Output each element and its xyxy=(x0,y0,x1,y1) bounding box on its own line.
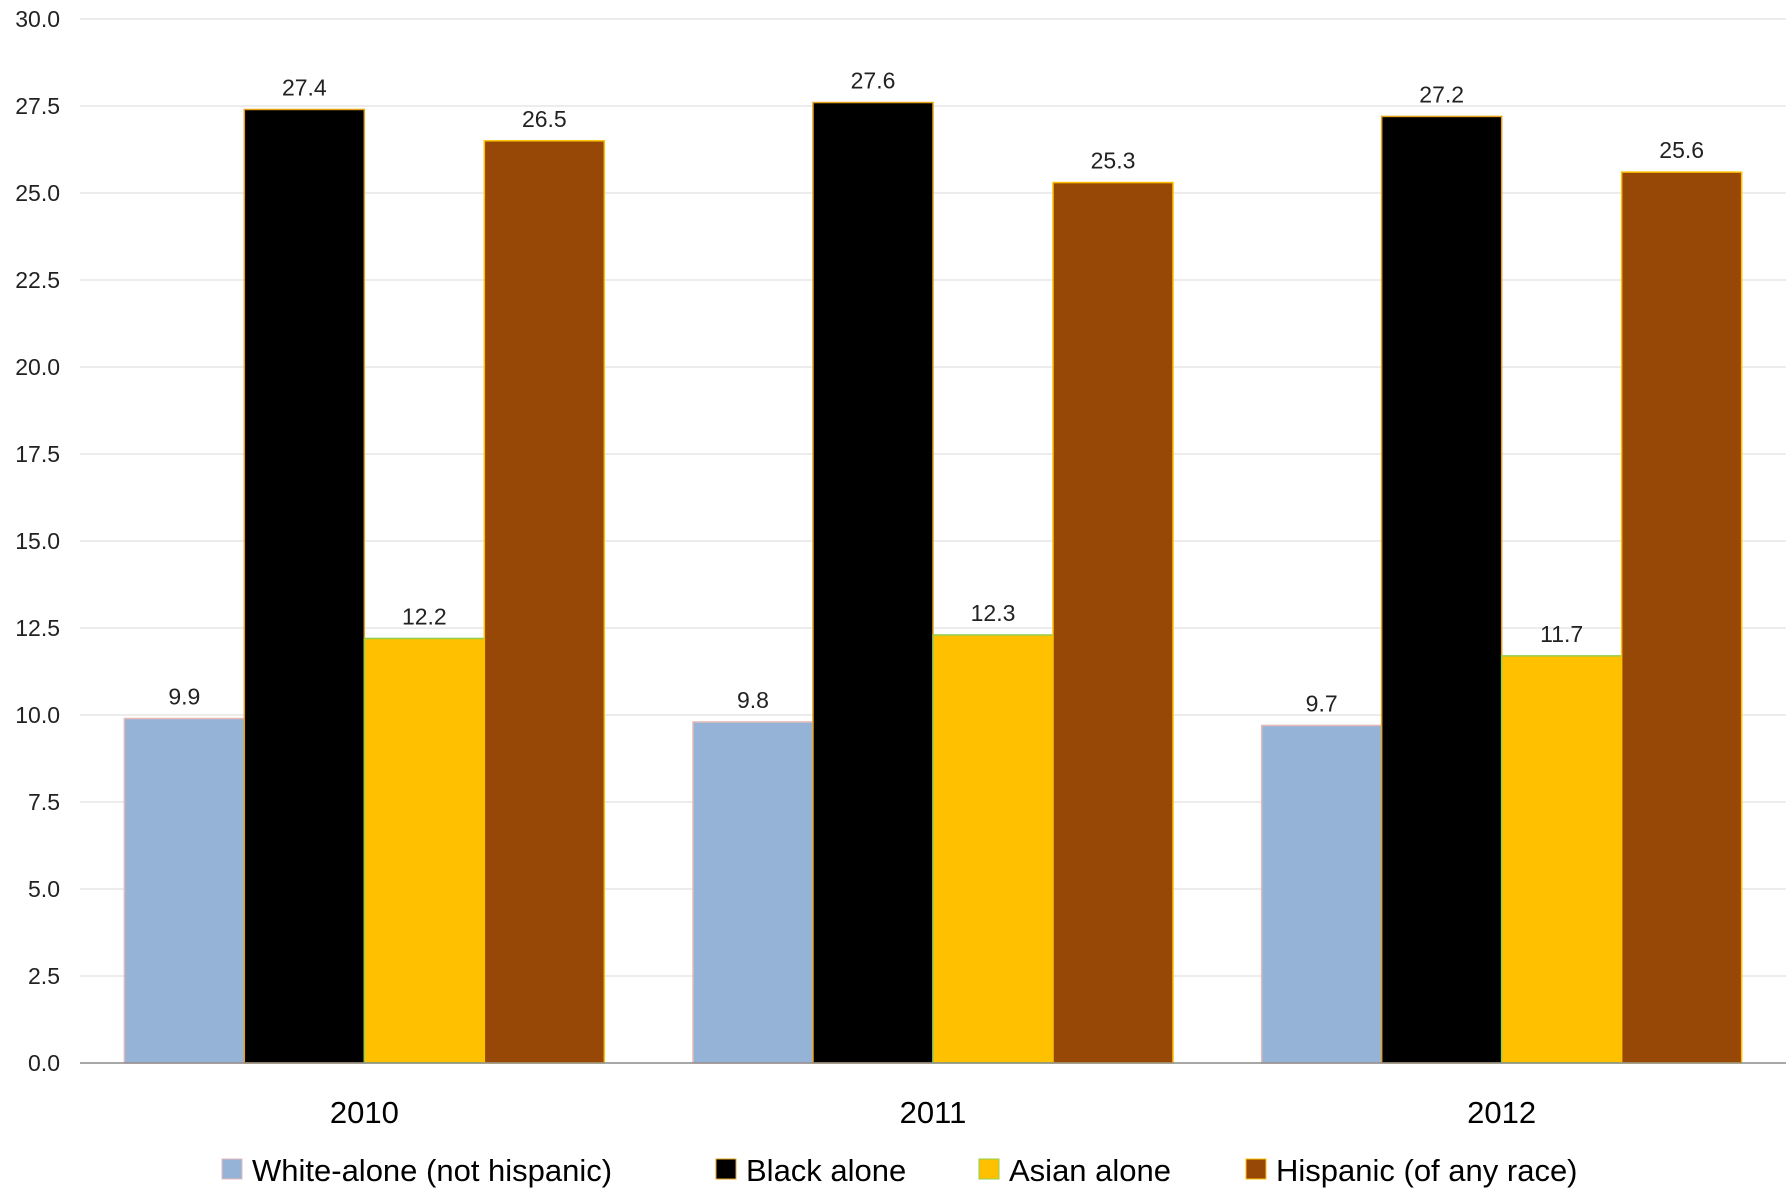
data-label: 27.6 xyxy=(851,68,896,94)
y-tick-label: 10.0 xyxy=(15,702,60,728)
legend-label: Black alone xyxy=(746,1153,906,1188)
x-tick-label: 2010 xyxy=(330,1095,399,1130)
y-tick-label: 12.5 xyxy=(15,615,60,641)
legend-swatch xyxy=(1245,1158,1267,1180)
y-tick-label: 27.5 xyxy=(15,93,60,119)
legend-swatch xyxy=(978,1158,1000,1180)
y-tick-label: 25.0 xyxy=(15,180,60,206)
data-label: 9.9 xyxy=(168,683,200,709)
y-tick-label: 2.5 xyxy=(28,963,60,989)
legend: White-alone (not hispanic) Black alone Asi… xyxy=(221,1153,1578,1188)
bar xyxy=(363,637,486,1064)
y-tick-label: 22.5 xyxy=(15,267,60,293)
data-label: 27.2 xyxy=(1419,81,1464,107)
y-tick-label: 17.5 xyxy=(15,441,60,467)
legend-item: Black alone xyxy=(715,1153,906,1188)
bar xyxy=(1500,655,1623,1064)
data-labels: 9.9 27.4 12.2 26.5 9.8 27.6 12.3 25.3 9.7 27.2 11.… xyxy=(168,68,1704,717)
bar xyxy=(1260,724,1383,1064)
bar xyxy=(1620,171,1743,1064)
legend-item: Asian alone xyxy=(978,1153,1171,1188)
legend-label: White-alone (not hispanic) xyxy=(252,1153,612,1188)
bar xyxy=(483,140,606,1064)
y-tick-label: 30.0 xyxy=(15,6,60,32)
y-tick-label: 5.0 xyxy=(28,876,60,902)
data-label: 26.5 xyxy=(522,106,567,132)
x-tick-label: 2012 xyxy=(1467,1095,1536,1130)
bar xyxy=(812,101,934,1064)
y-tick-label: 0.0 xyxy=(28,1050,60,1076)
bar xyxy=(243,108,366,1064)
legend-swatch xyxy=(715,1158,737,1180)
y-tick-label: 20.0 xyxy=(15,354,60,380)
data-label: 12.3 xyxy=(971,600,1016,626)
bar xyxy=(692,721,814,1064)
legend-swatch xyxy=(221,1158,243,1180)
y-tick-label: 7.5 xyxy=(28,789,60,815)
data-label: 9.8 xyxy=(737,687,769,713)
axes: 0.0 2.5 5.0 7.5 10.0 12.5 15.0 17.5 20.0 22.5 25.0… xyxy=(15,6,1786,1130)
bar xyxy=(1052,181,1174,1064)
x-tick-label: 2011 xyxy=(900,1095,967,1130)
bar xyxy=(1380,115,1503,1064)
data-label: 25.6 xyxy=(1659,137,1704,163)
data-label: 12.2 xyxy=(402,603,447,629)
bar xyxy=(123,717,246,1064)
bar xyxy=(932,634,1054,1064)
data-label: 9.7 xyxy=(1306,690,1338,716)
bars xyxy=(123,101,1743,1064)
legend-item: White-alone (not hispanic) xyxy=(221,1153,612,1188)
legend-label: Asian alone xyxy=(1009,1153,1171,1188)
legend-item: Hispanic (of any race) xyxy=(1245,1153,1578,1188)
legend-label: Hispanic (of any race) xyxy=(1276,1153,1578,1188)
data-label: 27.4 xyxy=(282,74,327,100)
data-label: 25.3 xyxy=(1091,148,1136,174)
data-label: 11.7 xyxy=(1540,621,1583,647)
y-tick-label: 15.0 xyxy=(15,528,60,554)
